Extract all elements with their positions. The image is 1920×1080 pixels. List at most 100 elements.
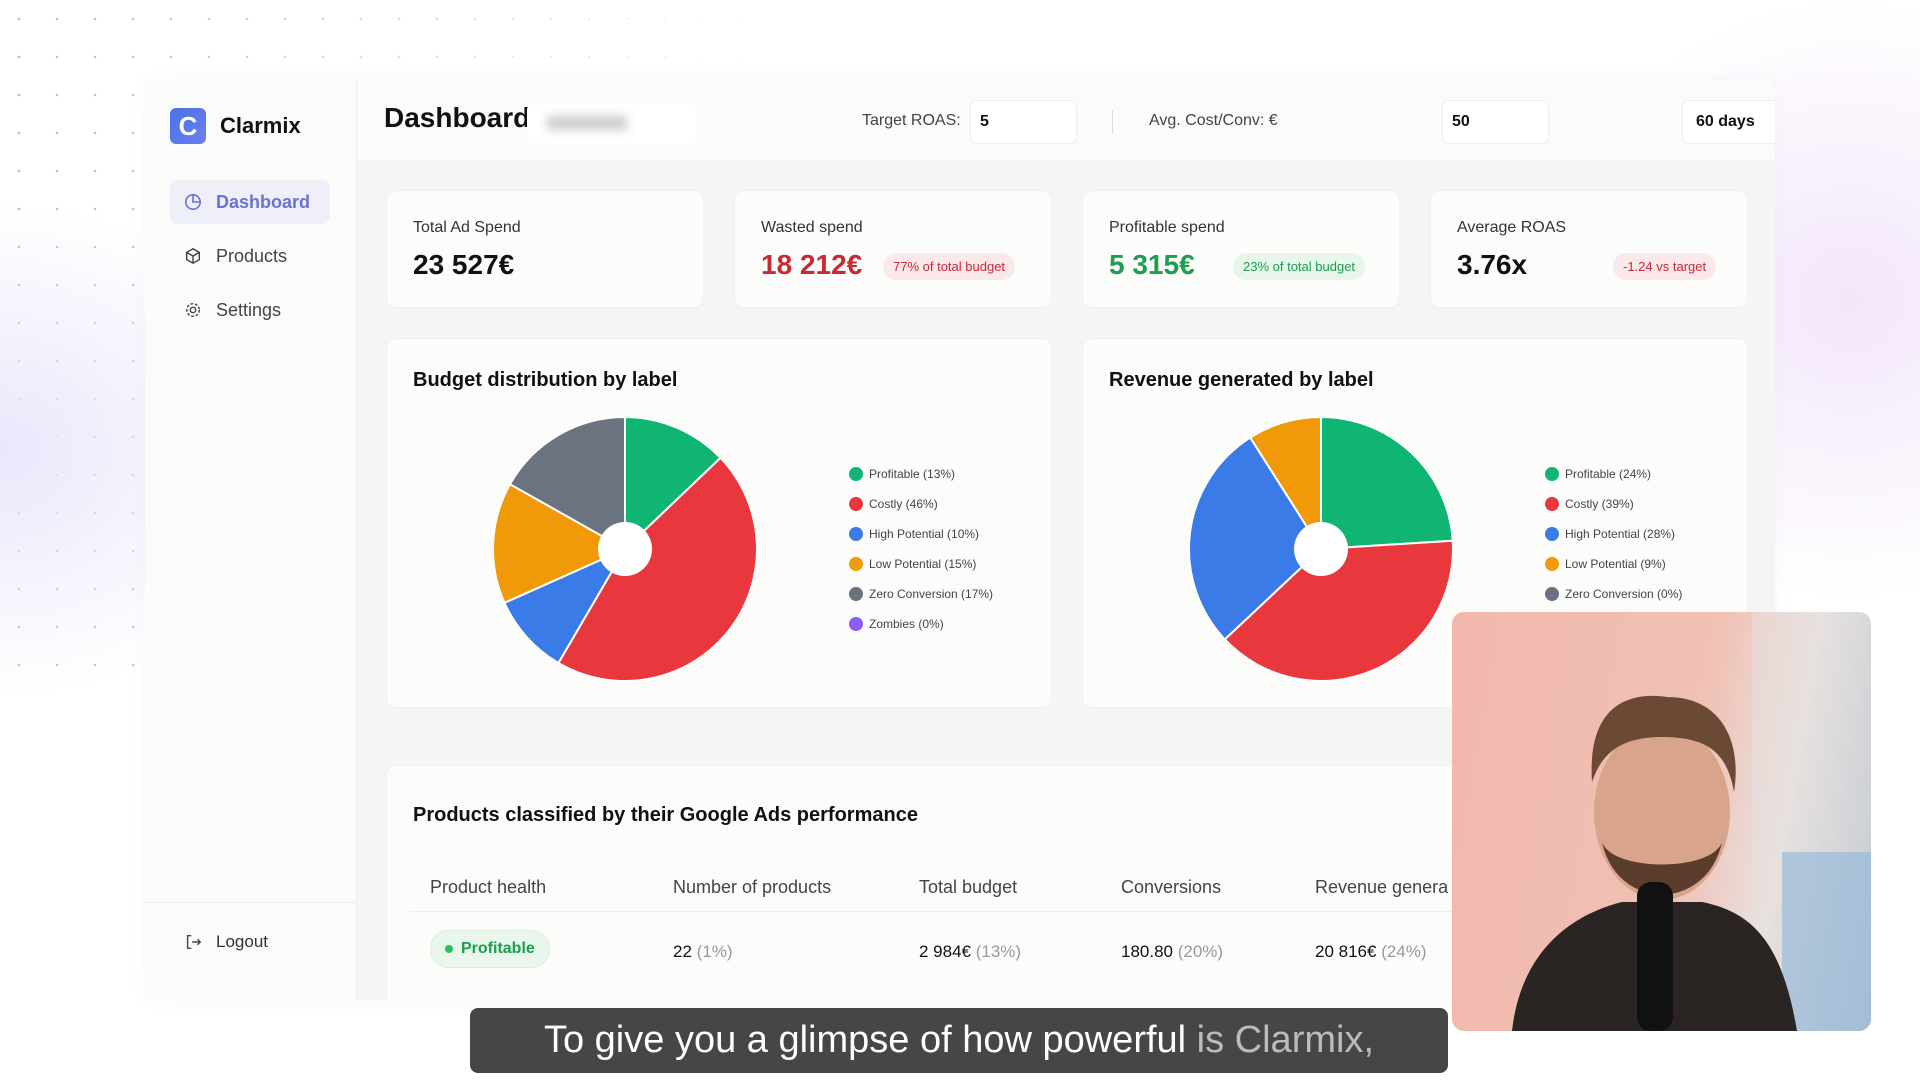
video-caption: To give you a glimpse of how powerful is… <box>470 1008 1448 1073</box>
webcam-overlay <box>1452 612 1871 1031</box>
stat-value: 23 527€ <box>413 249 515 280</box>
legend-item[interactable]: Profitable (24%) <box>1545 459 1682 489</box>
budget-chart-card: Budget distribution by label Profitable … <box>386 338 1052 708</box>
legend-item[interactable]: High Potential (10%) <box>849 519 993 549</box>
legend-item[interactable]: Costly (46%) <box>849 489 993 519</box>
legend-item[interactable]: Low Potential (9%) <box>1545 549 1682 579</box>
column-header[interactable]: Conversions <box>1121 877 1222 897</box>
target-roas-input[interactable]: 5 <box>970 100 1077 144</box>
legend-label: High Potential (28%) <box>1565 527 1676 541</box>
legend-swatch <box>849 467 863 481</box>
column-header[interactable]: Number of products <box>673 877 832 897</box>
pie-chart-icon <box>184 193 202 211</box>
logo[interactable]: C Clarmix <box>170 108 301 144</box>
gear-icon <box>185 302 201 318</box>
column-header[interactable]: Product health <box>430 877 547 897</box>
target-roas-label: Target ROAS: <box>862 112 961 129</box>
pie-slice-high-potential[interactable] <box>503 546 628 665</box>
legend-item[interactable]: Costly (39%) <box>1545 489 1682 519</box>
legend-label: Zombies (0%) <box>869 617 944 631</box>
logo-mark: C <box>170 108 206 144</box>
stat-badge: -1.24 vs target <box>1613 253 1717 280</box>
legend-label: Low Potential (15%) <box>869 557 977 571</box>
caption-text-upcoming: is Clarmix, <box>1196 1019 1374 1061</box>
legend-swatch <box>849 587 863 601</box>
sidebar-item-label: Settings <box>216 299 282 320</box>
stat-average-roas: Average ROAS 3.76x -1.24 vs target <box>1430 190 1748 308</box>
pie-slice-costly[interactable] <box>1223 539 1454 682</box>
sidebar-item-label: Products <box>216 245 288 266</box>
legend-item[interactable]: Zombies (0%) <box>849 609 993 639</box>
divider <box>1112 110 1113 134</box>
pie-center-hole <box>598 522 652 576</box>
status-badge: Profitable <box>430 930 550 968</box>
legend-label: Profitable (24%) <box>1565 467 1652 481</box>
sidebar-item-dashboard[interactable]: Dashboard <box>170 180 330 224</box>
pie-slice-zero-conversion[interactable] <box>508 415 626 551</box>
page-title: Dashboard <box>384 102 531 133</box>
pie-center-hole <box>1294 522 1348 576</box>
legend-label: Low Potential (9%) <box>1565 557 1666 571</box>
logout-label: Logout <box>216 932 268 951</box>
stat-total-ad-spend: Total Ad Spend 23 527€ <box>386 190 704 308</box>
legend-swatch <box>1545 467 1559 481</box>
logout-button[interactable]: Logout <box>170 932 268 952</box>
chart-title: Budget distribution by label <box>413 369 678 391</box>
pie-slice-profitable[interactable] <box>1320 415 1454 551</box>
chart-legend: Profitable (24%) Costly (39%) High Potenti… <box>1545 459 1682 609</box>
stat-wasted-spend: Wasted spend 18 212€ 77% of total budget <box>734 190 1052 308</box>
sidebar-item-products[interactable]: Products <box>170 234 330 278</box>
legend-label: High Potential (10%) <box>869 527 980 541</box>
pie-slice-profitable[interactable] <box>624 415 722 552</box>
period-select[interactable]: 60 days ⌄ <box>1682 100 1775 144</box>
sidebar-item-settings[interactable]: Settings <box>170 288 330 332</box>
pie-slice-costly[interactable] <box>557 456 758 682</box>
revenue-pie-chart <box>1188 415 1454 682</box>
legend-label: Zero Conversion (0%) <box>1565 587 1683 601</box>
period-value: 60 days <box>1696 113 1755 130</box>
stat-label: Wasted spend <box>761 219 863 236</box>
pie-slice-high-potential[interactable] <box>1188 436 1323 641</box>
stat-value: 18 212€ <box>761 249 863 280</box>
pie-slice-low-potential[interactable] <box>1248 415 1322 553</box>
pie-slice-low-potential[interactable] <box>492 482 628 605</box>
legend-label: Costly (46%) <box>869 497 938 511</box>
legend-swatch <box>1545 527 1559 541</box>
divider <box>145 902 357 903</box>
legend-item[interactable]: High Potential (28%) <box>1545 519 1682 549</box>
legend-item[interactable]: Zero Conversion (17%) <box>849 579 993 609</box>
blurred-account-selector[interactable] <box>527 104 697 144</box>
legend-swatch <box>1545 587 1559 601</box>
presenter-video <box>1512 612 1871 1031</box>
chart-legend: Profitable (13%) Costly (46%) High Potenti… <box>849 459 993 639</box>
stat-profitable-spend: Profitable spend 5 315€ 23% of total bud… <box>1082 190 1400 308</box>
cell-revenue: 20 816€ (24%) <box>1315 942 1427 961</box>
legend-swatch <box>849 557 863 571</box>
legend-item[interactable]: Zero Conversion (0%) <box>1545 579 1682 609</box>
box-icon <box>185 247 201 265</box>
legend-swatch <box>1545 497 1559 511</box>
table-title: Products classified by their Google Ads … <box>413 804 918 826</box>
column-header[interactable]: Revenue genera <box>1315 877 1449 897</box>
divider <box>409 911 1747 912</box>
legend-item[interactable]: Low Potential (15%) <box>849 549 993 579</box>
stat-label: Average ROAS <box>1457 219 1567 236</box>
budget-pie-chart <box>492 415 758 682</box>
legend-label: Profitable (13%) <box>869 467 956 481</box>
avg-cost-input[interactable]: 50 <box>1442 100 1549 144</box>
stat-label: Total Ad Spend <box>413 219 521 236</box>
column-header[interactable]: Total budget <box>919 877 1018 897</box>
legend-swatch <box>849 527 863 541</box>
brand-name: Clarmix <box>220 113 301 138</box>
caption-text: To give you a glimpse of how powerful <box>543 1019 1197 1061</box>
cell-budget: 2 984€ (13%) <box>919 942 1022 961</box>
legend-item[interactable]: Profitable (13%) <box>849 459 993 489</box>
stat-value: 5 315€ <box>1109 249 1195 280</box>
logout-icon <box>186 934 202 950</box>
stat-label: Profitable spend <box>1109 219 1225 236</box>
sidebar: C Clarmix Dashboard Products Settings Lo… <box>145 80 357 1000</box>
avg-cost-label: Avg. Cost/Conv: € <box>1149 112 1278 129</box>
stat-value: 3.76x <box>1457 249 1528 280</box>
stat-badge: 77% of total budget <box>883 253 1016 280</box>
header: Dashboard Target ROAS: 5 Avg. Cost/Conv:… <box>357 80 1775 160</box>
